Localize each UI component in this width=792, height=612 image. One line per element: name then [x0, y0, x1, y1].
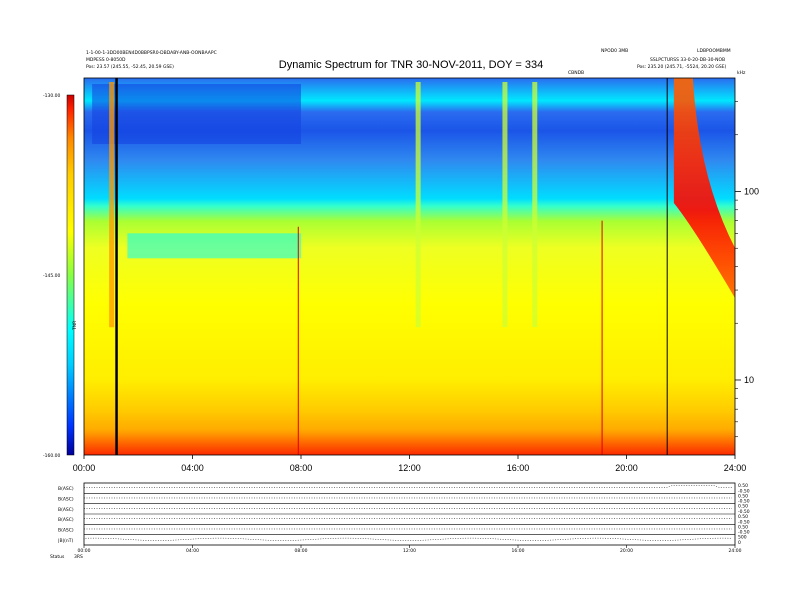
lower-panels: B(ASC)0.50-0.50B(ASC)0.50-0.50B(ASC)0.50… — [58, 482, 750, 554]
low-frequency-band — [84, 409, 735, 455]
x-axis-ticks: 00:00 04:00 08:00 12:00 16:00 20:00 24:00 — [73, 455, 747, 473]
panel-right-bottom-4: -0.50 — [738, 530, 750, 536]
lower-x-label-6: 24:00 — [729, 548, 742, 554]
x-tick-label-3: 12:00 — [398, 463, 421, 473]
chart-title: Dynamic Spectrum for TNR 30-NOV-2011, DO… — [279, 59, 543, 71]
colorbar-label: TNR — [72, 321, 78, 331]
x-tick-label-5: 20:00 — [615, 463, 638, 473]
low-level-band — [92, 84, 301, 144]
panel-right-top-0: 0.50 — [738, 483, 748, 489]
header-left-position: Pos: 23.57 (245.55, -52.45, 20.59 GSE) — [86, 64, 174, 70]
broadband-emission-0 — [673, 78, 735, 298]
y-tick-label-1: 100 — [744, 186, 759, 196]
header-left-line1: 1-1-00-1-3DD00BEN4D0BBPSR0-DBDABY-ANB-OO… — [86, 50, 217, 56]
header-right-position: Pos: 235.20 (245.71, -5524, 20.20 GSE) — [637, 64, 727, 70]
x-tick-label-1: 04:00 — [181, 463, 204, 473]
colorbar — [66, 94, 75, 456]
panel-row-label-4: B(ASC) — [58, 528, 74, 534]
spectrogram-features — [84, 78, 735, 455]
x-tick-label-0: 00:00 — [73, 463, 96, 473]
x-tick-label-2: 08:00 — [290, 463, 313, 473]
panel-right-top-1: 0.50 — [738, 493, 748, 499]
panel-right-bottom-2: -0.50 — [738, 509, 750, 515]
colorbar-tick-1: -145.00 — [43, 273, 61, 279]
burst-3 — [532, 82, 538, 328]
burst-2 — [502, 82, 508, 328]
lower-x-label-2: 08:00 — [295, 548, 308, 554]
colorbar-tick-0: -130.00 — [43, 93, 61, 99]
header-center-mid: CBNDB — [568, 70, 584, 76]
panel-right-bottom-0: -0.50 — [738, 488, 750, 494]
quiet-region — [127, 233, 302, 259]
lower-x-label-3: 12:00 — [403, 548, 416, 554]
panel-right-bottom-1: -0.50 — [738, 499, 750, 505]
lower-x-label-1: 04:00 — [186, 548, 199, 554]
panel-right-bottom-3: -0.50 — [738, 519, 750, 525]
footer-code: 3RS — [74, 554, 83, 560]
panel-row-label-5: |B|(nT) — [58, 538, 73, 544]
panel-row-label-2: B(ASC) — [58, 507, 74, 513]
panel-row-label-3: B(ASC) — [58, 517, 74, 523]
header-right-line2: SSLPCTURSS 33-0-20-DB-30-NOB — [650, 57, 725, 63]
lower-x-label-4: 16:00 — [512, 548, 525, 554]
panel-right-top-4: 0.50 — [738, 524, 748, 530]
panel-row-label-0: B(ASC) — [58, 486, 74, 492]
header-right-line1: LDBPOOMBMM — [697, 48, 731, 54]
header-left-line2: MDPESS 0-8050D — [86, 57, 126, 63]
panel-right-top-2: 0.50 — [738, 504, 748, 510]
burst-0 — [109, 82, 115, 328]
colorbar-tick-2: -160.00 — [43, 453, 61, 459]
footer-status: Status — [50, 554, 65, 560]
lower-x-label-0: 00:00 — [78, 548, 91, 554]
y-axis-ticks: 10 100 — [735, 101, 759, 438]
header-center-top: NPOD0 3MB — [601, 48, 628, 54]
panel-right-top-5: 500 — [738, 535, 747, 541]
spectrogram — [84, 78, 735, 455]
x-tick-label-4: 16:00 — [507, 463, 530, 473]
x-tick-label-6: 24:00 — [724, 463, 747, 473]
panel-right-top-3: 0.50 — [738, 514, 748, 520]
burst-1 — [415, 82, 421, 328]
panel-trace-5 — [83, 537, 733, 541]
y-tick-label-0: 10 — [744, 375, 754, 385]
colorbar-ticks: -130.00 -145.00 -160.00 — [43, 93, 61, 459]
header-right-corner: kHz — [737, 70, 746, 76]
lower-x-label-5: 20:00 — [620, 548, 633, 554]
panel-row-label-1: B(ASC) — [58, 497, 74, 503]
panel-right-bottom-5: 0 — [738, 540, 741, 546]
panel-trace-0 — [84, 485, 732, 488]
